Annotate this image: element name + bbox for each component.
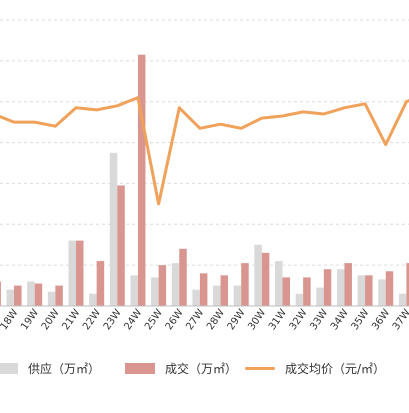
deal-bar [55, 286, 63, 306]
supply-bar [316, 288, 324, 306]
supply-bar [110, 153, 118, 306]
x-tick-label: 36W [370, 307, 392, 332]
supply-bar [7, 290, 14, 306]
supply-bar [69, 241, 77, 306]
deal-bar [117, 185, 125, 306]
price-line [0, 94, 409, 204]
supply-bar [213, 286, 221, 306]
x-tick-label: 27W [184, 307, 206, 332]
supply-bar [27, 281, 35, 306]
deal-bar [14, 286, 21, 306]
deal-bar [262, 253, 270, 306]
deal-bar [179, 249, 187, 306]
supply-bar [172, 263, 180, 306]
x-tick-label: 32W [288, 307, 310, 332]
x-tick-label: 18W [0, 307, 21, 332]
x-tick-label: 20W [40, 307, 62, 332]
deal-bar [386, 271, 394, 306]
legend-item-price: 成交均价（元/㎡） [245, 356, 385, 380]
x-tick-label: 19W [19, 307, 41, 332]
x-tick-label: 37W [391, 307, 409, 332]
supply-bar [254, 245, 262, 306]
x-tick-label: 33W [308, 307, 330, 332]
x-tick-label: 22W [81, 307, 103, 332]
legend-label-supply: 供应（万㎡） [28, 360, 100, 377]
legend-line-price [245, 367, 275, 370]
deal-bar [138, 55, 146, 306]
x-tick-label: 34W [329, 307, 351, 332]
legend-swatch-supply [0, 363, 18, 374]
supply-bar [192, 290, 200, 306]
x-tick-label: 31W [267, 307, 289, 332]
deal-bar [221, 275, 229, 306]
supply-bar [275, 261, 283, 306]
deal-bar [303, 277, 311, 306]
deal-bar [241, 263, 249, 306]
deal-bar [365, 275, 373, 306]
supply-bar [358, 275, 366, 306]
x-tick-label: 29W [226, 307, 248, 332]
legend-label-deal: 成交（万㎡） [165, 360, 237, 377]
supply-bar [151, 277, 159, 306]
supply-bar [89, 294, 97, 306]
deal-bar [283, 277, 291, 306]
supply-bar [378, 279, 386, 306]
deal-bar [324, 269, 332, 306]
deal-bar [200, 273, 208, 306]
x-tick-label: 35W [350, 307, 372, 332]
legend-swatch-deal [125, 363, 155, 374]
legend-item-supply: 供应（万㎡） [0, 356, 100, 380]
x-tick-label: 23W [102, 307, 124, 332]
deal-bar [76, 241, 84, 306]
supply-bar [399, 294, 407, 306]
supply-bar [337, 269, 345, 306]
deal-bar [344, 263, 352, 306]
legend-item-deal: 成交（万㎡） [125, 356, 237, 380]
deal-bar [97, 261, 105, 306]
supply-bar [234, 286, 242, 306]
deal-bar [35, 284, 43, 306]
legend-label-price: 成交均价（元/㎡） [285, 360, 385, 377]
deal-bar [159, 265, 167, 306]
x-tick-label: 21W [60, 307, 82, 332]
supply-bar [130, 275, 138, 306]
supply-bar [296, 294, 304, 306]
x-tick-label: 30W [246, 307, 268, 332]
supply-bar [48, 292, 56, 306]
x-tick-label: 24W [122, 307, 144, 332]
legend: 供应（万㎡） 成交（万㎡） 成交均价（元/㎡） [0, 356, 409, 380]
x-tick-label: 25W [143, 307, 165, 332]
deal-bar [0, 281, 1, 306]
x-tick-label: 26W [164, 307, 186, 332]
x-tick-label: 28W [205, 307, 227, 332]
